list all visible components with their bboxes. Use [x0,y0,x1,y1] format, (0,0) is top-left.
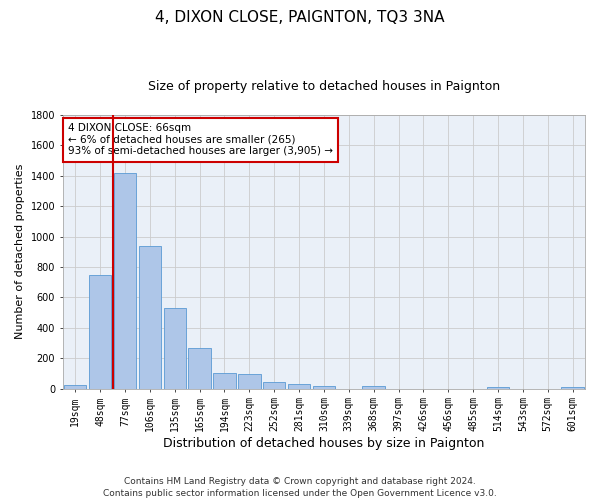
Title: Size of property relative to detached houses in Paignton: Size of property relative to detached ho… [148,80,500,93]
Bar [89,276,112,388]
Y-axis label: Number of detached properties: Number of detached properties [15,164,25,340]
Bar [213,372,236,388]
Bar [487,386,509,388]
Bar [238,374,260,388]
X-axis label: Distribution of detached houses by size in Paignton: Distribution of detached houses by size … [163,437,485,450]
Bar [64,385,86,388]
Text: 4 DIXON CLOSE: 66sqm
← 6% of detached houses are smaller (265)
93% of semi-detac: 4 DIXON CLOSE: 66sqm ← 6% of detached ho… [68,123,333,156]
Bar [164,308,186,388]
Text: 4, DIXON CLOSE, PAIGNTON, TQ3 3NA: 4, DIXON CLOSE, PAIGNTON, TQ3 3NA [155,10,445,25]
Text: Contains HM Land Registry data © Crown copyright and database right 2024.
Contai: Contains HM Land Registry data © Crown c… [103,476,497,498]
Bar [114,173,136,388]
Bar [188,348,211,389]
Bar [139,246,161,388]
Bar [288,384,310,388]
Bar [562,386,584,388]
Bar [263,382,286,388]
Bar [362,386,385,388]
Bar [313,386,335,388]
